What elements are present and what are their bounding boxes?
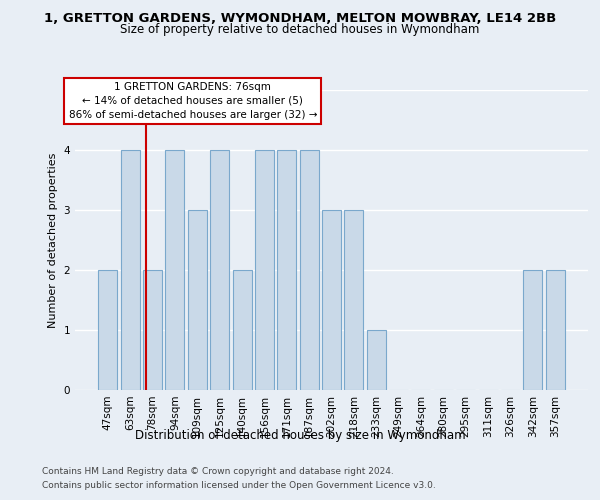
Bar [545, 270, 565, 390]
Bar [299, 150, 319, 390]
Text: Contains HM Land Registry data © Crown copyright and database right 2024.: Contains HM Land Registry data © Crown c… [42, 467, 394, 476]
Bar [523, 270, 542, 390]
Text: Size of property relative to detached houses in Wymondham: Size of property relative to detached ho… [121, 24, 479, 36]
Bar [121, 150, 140, 390]
Bar [322, 210, 341, 390]
Text: 1 GRETTON GARDENS: 76sqm
← 14% of detached houses are smaller (5)
86% of semi-de: 1 GRETTON GARDENS: 76sqm ← 14% of detach… [68, 82, 317, 120]
Bar [143, 270, 162, 390]
Text: Distribution of detached houses by size in Wymondham: Distribution of detached houses by size … [134, 428, 466, 442]
Bar [344, 210, 364, 390]
Bar [277, 150, 296, 390]
Text: Contains public sector information licensed under the Open Government Licence v3: Contains public sector information licen… [42, 481, 436, 490]
Bar [255, 150, 274, 390]
Y-axis label: Number of detached properties: Number of detached properties [48, 152, 58, 328]
Bar [166, 150, 184, 390]
Bar [210, 150, 229, 390]
Text: 1, GRETTON GARDENS, WYMONDHAM, MELTON MOWBRAY, LE14 2BB: 1, GRETTON GARDENS, WYMONDHAM, MELTON MO… [44, 12, 556, 26]
Bar [367, 330, 386, 390]
Bar [98, 270, 118, 390]
Bar [188, 210, 207, 390]
Bar [233, 270, 251, 390]
